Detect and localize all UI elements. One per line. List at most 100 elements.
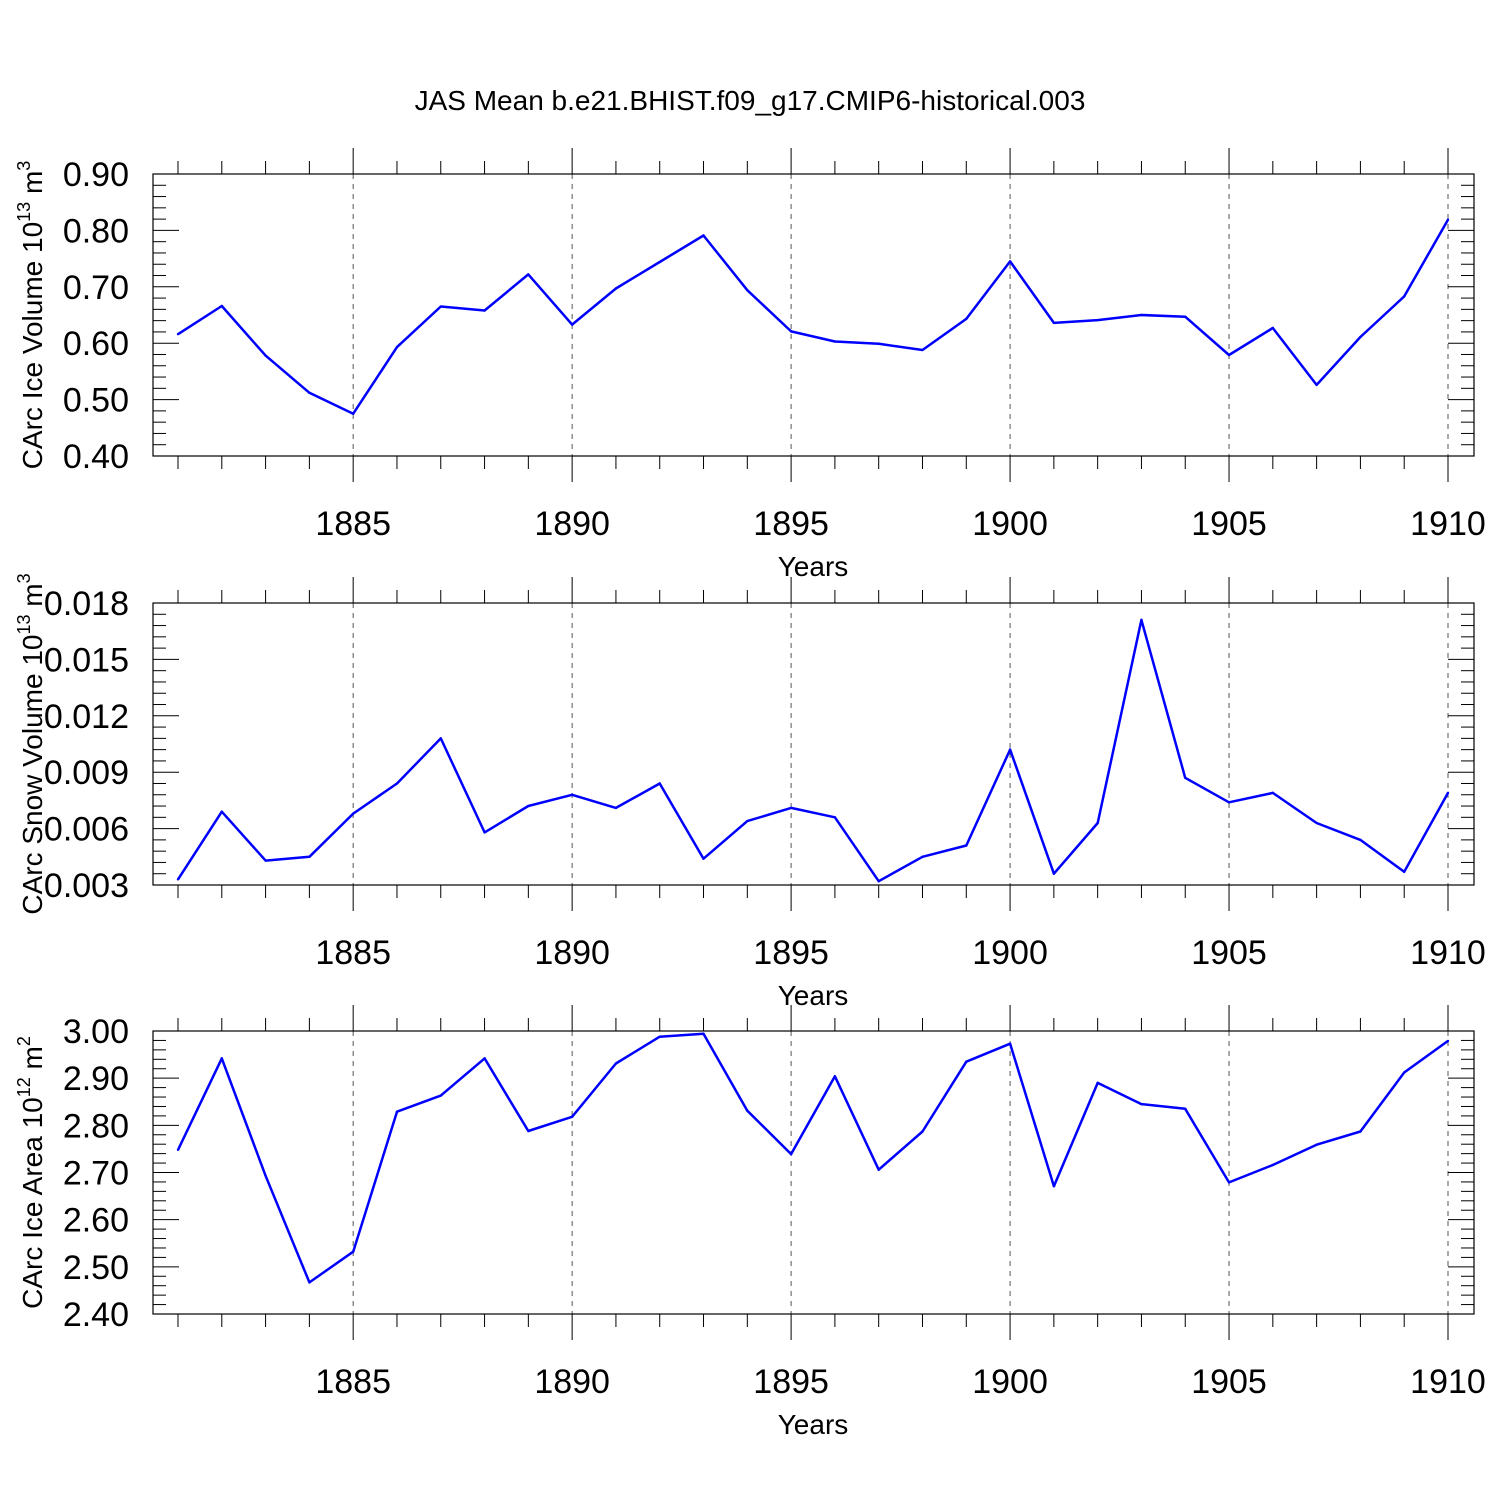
data-point — [220, 304, 223, 308]
data-point — [877, 1168, 880, 1171]
y-tick-label: 0.006 — [44, 811, 129, 849]
y-tick-label: 0.012 — [44, 698, 129, 736]
data-point — [1008, 1042, 1012, 1045]
y-axis-label-unit: m — [17, 171, 48, 202]
data-point — [1096, 821, 1099, 825]
data-point — [264, 859, 267, 862]
x-axis-label: Years — [778, 1409, 849, 1440]
data-point — [527, 804, 530, 808]
data-point — [1140, 1102, 1143, 1106]
data-point — [1315, 1143, 1318, 1146]
series-line — [176, 618, 1450, 883]
data-point — [483, 831, 486, 834]
y-axis-label: CArc Ice Volume 1013 m3 — [14, 161, 48, 470]
data-point — [614, 287, 618, 290]
data-point — [789, 1152, 793, 1156]
data-point — [789, 806, 793, 810]
data-point — [1227, 353, 1231, 357]
data-point — [1359, 335, 1362, 339]
y-axis-label-unit: m — [17, 583, 48, 614]
y-tick-label: 2.40 — [63, 1296, 129, 1334]
data-point — [833, 340, 837, 343]
data-point — [965, 1060, 968, 1063]
data-point — [1315, 821, 1318, 825]
y-axis-label: CArc Snow Volume 1013 m3 — [14, 573, 48, 914]
data-point — [833, 816, 837, 819]
data-point — [176, 878, 180, 881]
y-tick-label: 2.80 — [63, 1107, 129, 1145]
data-point — [921, 855, 924, 858]
chart-panel-3: 2.40 2.50 2.60 2.70 2.80 2.90 3.00 1885 1890 1895… — [14, 1005, 1486, 1440]
data-point — [877, 342, 880, 345]
x-tick-label: 1885 — [315, 505, 391, 543]
x-tick-label: 1890 — [534, 505, 610, 543]
data-point — [1140, 313, 1143, 317]
data-point — [746, 819, 749, 823]
data-point — [570, 1115, 574, 1119]
data-point — [1403, 870, 1406, 874]
y-axis-label-base: CArc Ice Volume 10 — [17, 222, 48, 469]
x-tick-label: 1905 — [1191, 934, 1267, 972]
y-axis-label-unit-exponent: 3 — [14, 573, 34, 583]
y-axis-label-exponent: 13 — [14, 614, 34, 634]
x-tick-label: 1890 — [534, 1363, 610, 1401]
data-point — [308, 391, 311, 395]
data-point — [1446, 218, 1450, 221]
data-point — [1140, 618, 1143, 622]
x-axis-label: Years — [778, 551, 849, 582]
data-point — [570, 793, 574, 796]
data-point — [308, 1281, 311, 1284]
x-tick-label: 1895 — [753, 934, 829, 972]
data-point — [789, 330, 793, 333]
data-point — [1008, 260, 1012, 263]
data-point — [176, 332, 180, 336]
y-axis-label-base: CArc Snow Volume 10 — [17, 635, 48, 915]
data-point — [308, 855, 311, 858]
data-point — [658, 1035, 661, 1038]
y-tick-label: 0.018 — [44, 585, 129, 623]
y-axis-label-unit-exponent: 3 — [14, 161, 34, 171]
data-point — [746, 288, 749, 292]
data-point — [483, 309, 486, 312]
y-tick-label: 0.70 — [63, 269, 129, 307]
data-point — [395, 782, 399, 785]
data-point — [833, 1075, 837, 1078]
data-point — [702, 857, 705, 860]
plot-frame — [152, 1030, 1475, 1315]
data-point — [1184, 776, 1187, 780]
x-tick-label: 1910 — [1410, 934, 1486, 972]
data-point — [176, 1148, 180, 1152]
data-point — [264, 1174, 267, 1178]
y-axis-label: CArc Ice Area 1012 m2 — [14, 1036, 48, 1309]
y-tick-label: 2.60 — [63, 1202, 129, 1240]
data-point — [1271, 1163, 1275, 1167]
data-point — [439, 737, 442, 740]
data-point — [351, 812, 355, 815]
data-point — [877, 880, 880, 883]
x-tick-label: 1910 — [1410, 1363, 1486, 1401]
series-line — [176, 1032, 1449, 1284]
x-tick-label: 1885 — [315, 1363, 391, 1401]
data-point — [1096, 318, 1099, 322]
data-point — [658, 260, 661, 264]
data-point — [702, 1032, 705, 1036]
x-tick-label: 1905 — [1191, 1363, 1267, 1401]
data-point — [1052, 872, 1056, 875]
y-axis-label-base: CArc Ice Area 10 — [17, 1097, 48, 1309]
data-point — [702, 234, 705, 237]
data-point — [614, 806, 618, 810]
data-point — [1315, 383, 1318, 387]
y-tick-label: 2.50 — [63, 1249, 129, 1287]
y-tick-label: 0.50 — [63, 382, 129, 420]
data-point — [614, 1062, 618, 1065]
data-point — [1096, 1081, 1099, 1085]
data-point — [1403, 295, 1406, 298]
x-tick-label: 1895 — [753, 505, 829, 543]
data-point — [1446, 1039, 1450, 1043]
data-point — [1359, 838, 1362, 842]
x-tick-label: 1885 — [315, 934, 391, 972]
x-tick-label: 1905 — [1191, 505, 1267, 543]
y-tick-label: 0.015 — [44, 641, 129, 679]
data-point — [220, 810, 223, 813]
